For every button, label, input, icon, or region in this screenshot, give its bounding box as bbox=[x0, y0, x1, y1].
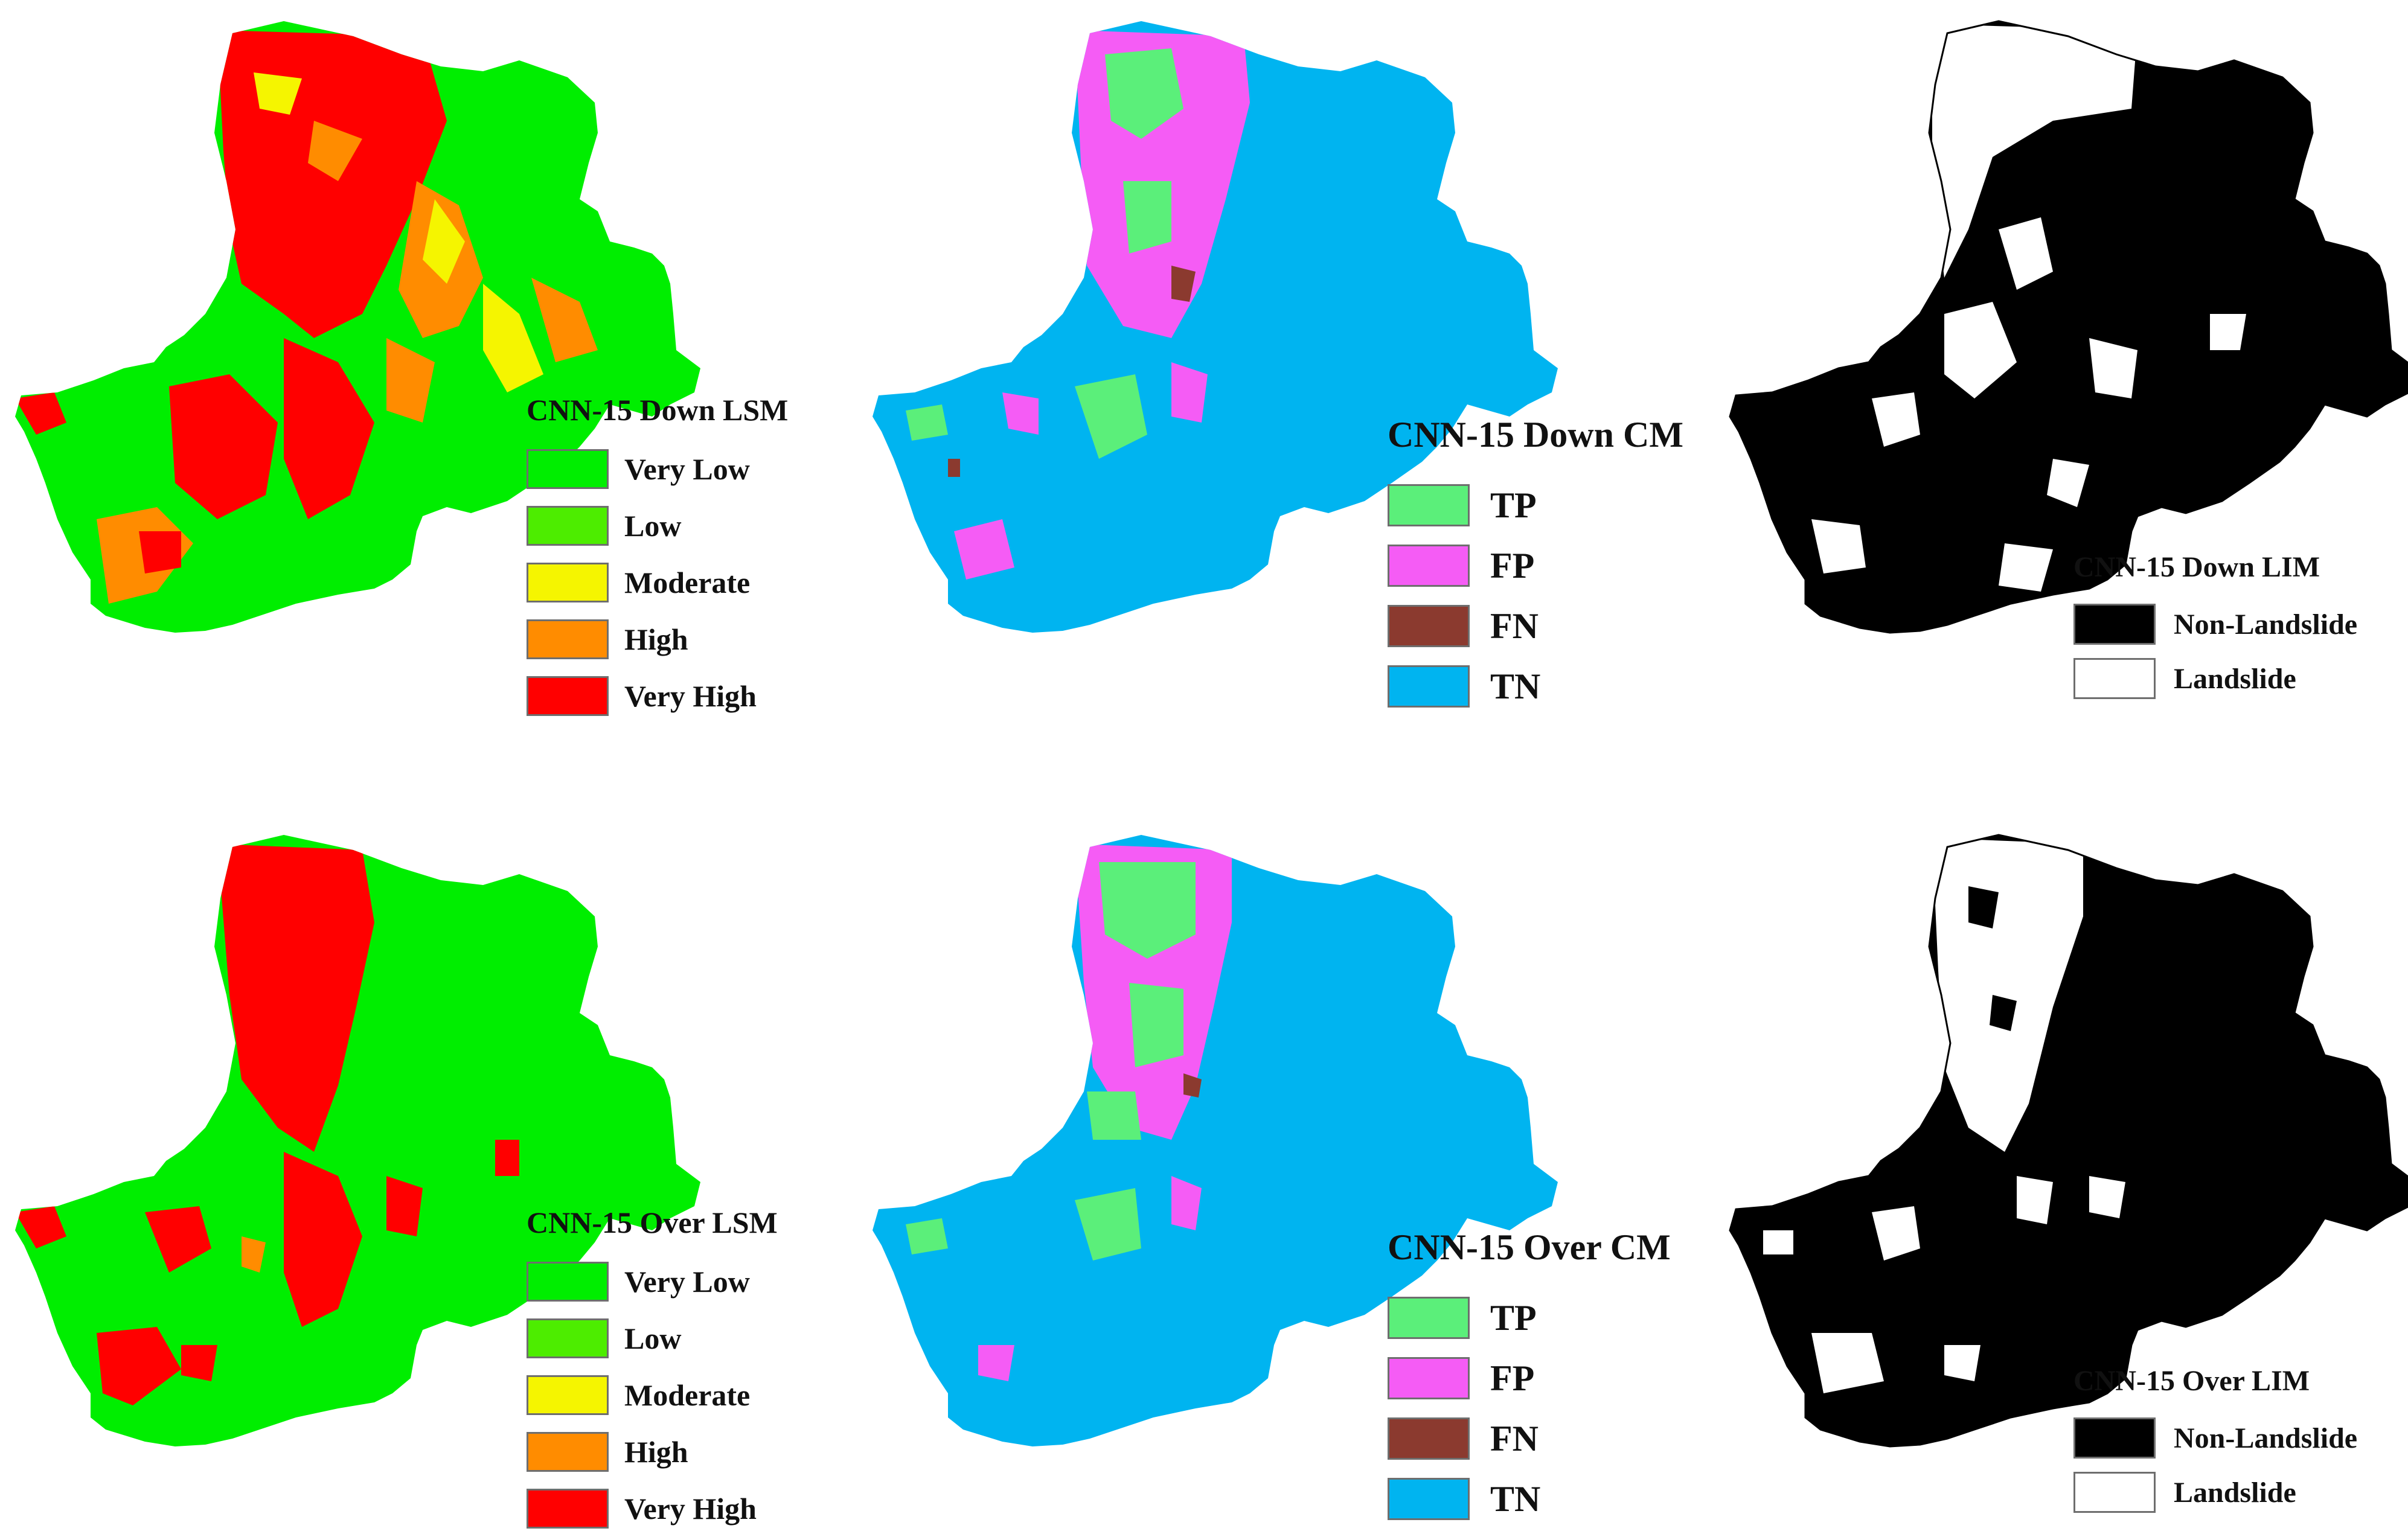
swatch-very-high bbox=[527, 676, 609, 716]
down-lsm-title: CNN-15 Down LSM bbox=[527, 393, 789, 427]
over-lim-title: CNN-15 Over LIM bbox=[2073, 1365, 2310, 1397]
swatch-fn bbox=[1388, 605, 1470, 647]
over-lsm-title: CNN-15 Over LSM bbox=[527, 1206, 778, 1239]
legend-label: TP bbox=[1490, 485, 1537, 525]
legend-item-low: Low bbox=[527, 497, 788, 554]
down-lim-map bbox=[1729, 20, 2408, 634]
swatch-landslide bbox=[2073, 1472, 2156, 1513]
legend-label: FN bbox=[1490, 1418, 1539, 1459]
swatch-tn bbox=[1388, 1478, 1470, 1520]
swatch-fp bbox=[1388, 1357, 1470, 1399]
legend-label: High bbox=[624, 1435, 688, 1469]
legend-label: Very High bbox=[624, 679, 757, 713]
legend-label: FN bbox=[1490, 606, 1539, 646]
legend-item-tn: TN bbox=[1388, 656, 1683, 717]
legend-label: High bbox=[624, 622, 688, 656]
legend-item-non-landslide: Non-Landslide bbox=[2073, 1411, 2357, 1465]
swatch-fp bbox=[1388, 545, 1470, 587]
over-cm-map bbox=[873, 835, 1558, 1446]
over-lsm-map bbox=[15, 835, 700, 1446]
down-cm-title: CNN-15 Down CM bbox=[1388, 415, 1683, 455]
swatch-tp bbox=[1388, 484, 1470, 526]
swatch-tp bbox=[1388, 1297, 1470, 1339]
legend-label: Very Low bbox=[624, 1265, 750, 1299]
legend-label: FP bbox=[1490, 1358, 1535, 1398]
legend-label: Moderate bbox=[624, 566, 751, 599]
swatch-moderate bbox=[527, 563, 609, 602]
legend-label: TN bbox=[1490, 1478, 1541, 1519]
legend-item-fn: FN bbox=[1388, 1408, 1671, 1469]
legend-label: Landslide bbox=[2174, 1476, 2296, 1509]
swatch-landslide bbox=[2073, 658, 2156, 699]
legend-label: Very Low bbox=[624, 452, 750, 486]
legend-item-tn: TN bbox=[1388, 1469, 1671, 1529]
over-lim-map bbox=[1729, 834, 2408, 1448]
legend-item-fp: FP bbox=[1388, 535, 1683, 596]
swatch-low bbox=[527, 506, 609, 546]
over-cm-legend: CNN-15 Over CM TP FP FN TN bbox=[1388, 1227, 1671, 1529]
legend-item-landslide: Landslide bbox=[2073, 651, 2357, 706]
down-lsm-map bbox=[15, 21, 700, 633]
legend-item-landslide: Landslide bbox=[2073, 1465, 2357, 1519]
legend-label: Non-Landslide bbox=[2174, 1422, 2358, 1454]
legend-item-very-high: Very High bbox=[527, 668, 788, 724]
legend-label: FP bbox=[1490, 545, 1535, 586]
legend-label: Landslide bbox=[2174, 662, 2296, 695]
down-lim-legend: CNN-15 Down LIM Non-Landslide Landslide bbox=[2073, 551, 2357, 706]
legend-label: Low bbox=[624, 1321, 682, 1355]
legend-label: Very High bbox=[624, 1492, 757, 1526]
legend-item-fp: FP bbox=[1388, 1348, 1671, 1408]
swatch-high bbox=[527, 1432, 609, 1472]
swatch-fn bbox=[1388, 1417, 1470, 1460]
legend-item-moderate: Moderate bbox=[527, 554, 788, 611]
swatch-low bbox=[527, 1318, 609, 1358]
down-cm-map bbox=[873, 21, 1558, 633]
legend-item-low: Low bbox=[527, 1310, 778, 1367]
legend-item-tp: TP bbox=[1388, 475, 1683, 535]
legend-item-high: High bbox=[527, 611, 788, 668]
swatch-tn bbox=[1388, 665, 1470, 708]
legend-item-very-low: Very Low bbox=[527, 1253, 778, 1310]
swatch-non-landslide bbox=[2073, 604, 2156, 645]
over-lim-legend: CNN-15 Over LIM Non-Landslide Landslide bbox=[2073, 1364, 2357, 1519]
down-lsm-legend: CNN-15 Down LSM Very Low Low Moderate Hi… bbox=[527, 392, 788, 724]
legend-item-fn: FN bbox=[1388, 596, 1683, 656]
legend-item-very-low: Very Low bbox=[527, 441, 788, 497]
legend-label: Moderate bbox=[624, 1378, 751, 1412]
swatch-very-low bbox=[527, 1262, 609, 1302]
legend-label: TP bbox=[1490, 1297, 1537, 1338]
legend-label: Low bbox=[624, 509, 682, 543]
down-lim-title: CNN-15 Down LIM bbox=[2073, 551, 2320, 583]
legend-item-non-landslide: Non-Landslide bbox=[2073, 597, 2357, 651]
swatch-non-landslide bbox=[2073, 1417, 2156, 1459]
swatch-very-low bbox=[527, 449, 609, 489]
legend-item-very-high: Very High bbox=[527, 1480, 778, 1537]
legend-label: Non-Landslide bbox=[2174, 608, 2358, 641]
over-lsm-legend: CNN-15 Over LSM Very Low Low Moderate Hi… bbox=[527, 1205, 778, 1537]
swatch-moderate bbox=[527, 1375, 609, 1415]
down-cm-legend: CNN-15 Down CM TP FP FN TN bbox=[1388, 414, 1683, 717]
legend-item-high: High bbox=[527, 1424, 778, 1480]
swatch-high bbox=[527, 619, 609, 659]
swatch-very-high bbox=[527, 1489, 609, 1529]
over-cm-title: CNN-15 Over CM bbox=[1388, 1227, 1671, 1267]
legend-item-tp: TP bbox=[1388, 1288, 1671, 1348]
legend-item-moderate: Moderate bbox=[527, 1367, 778, 1424]
legend-label: TN bbox=[1490, 666, 1541, 706]
